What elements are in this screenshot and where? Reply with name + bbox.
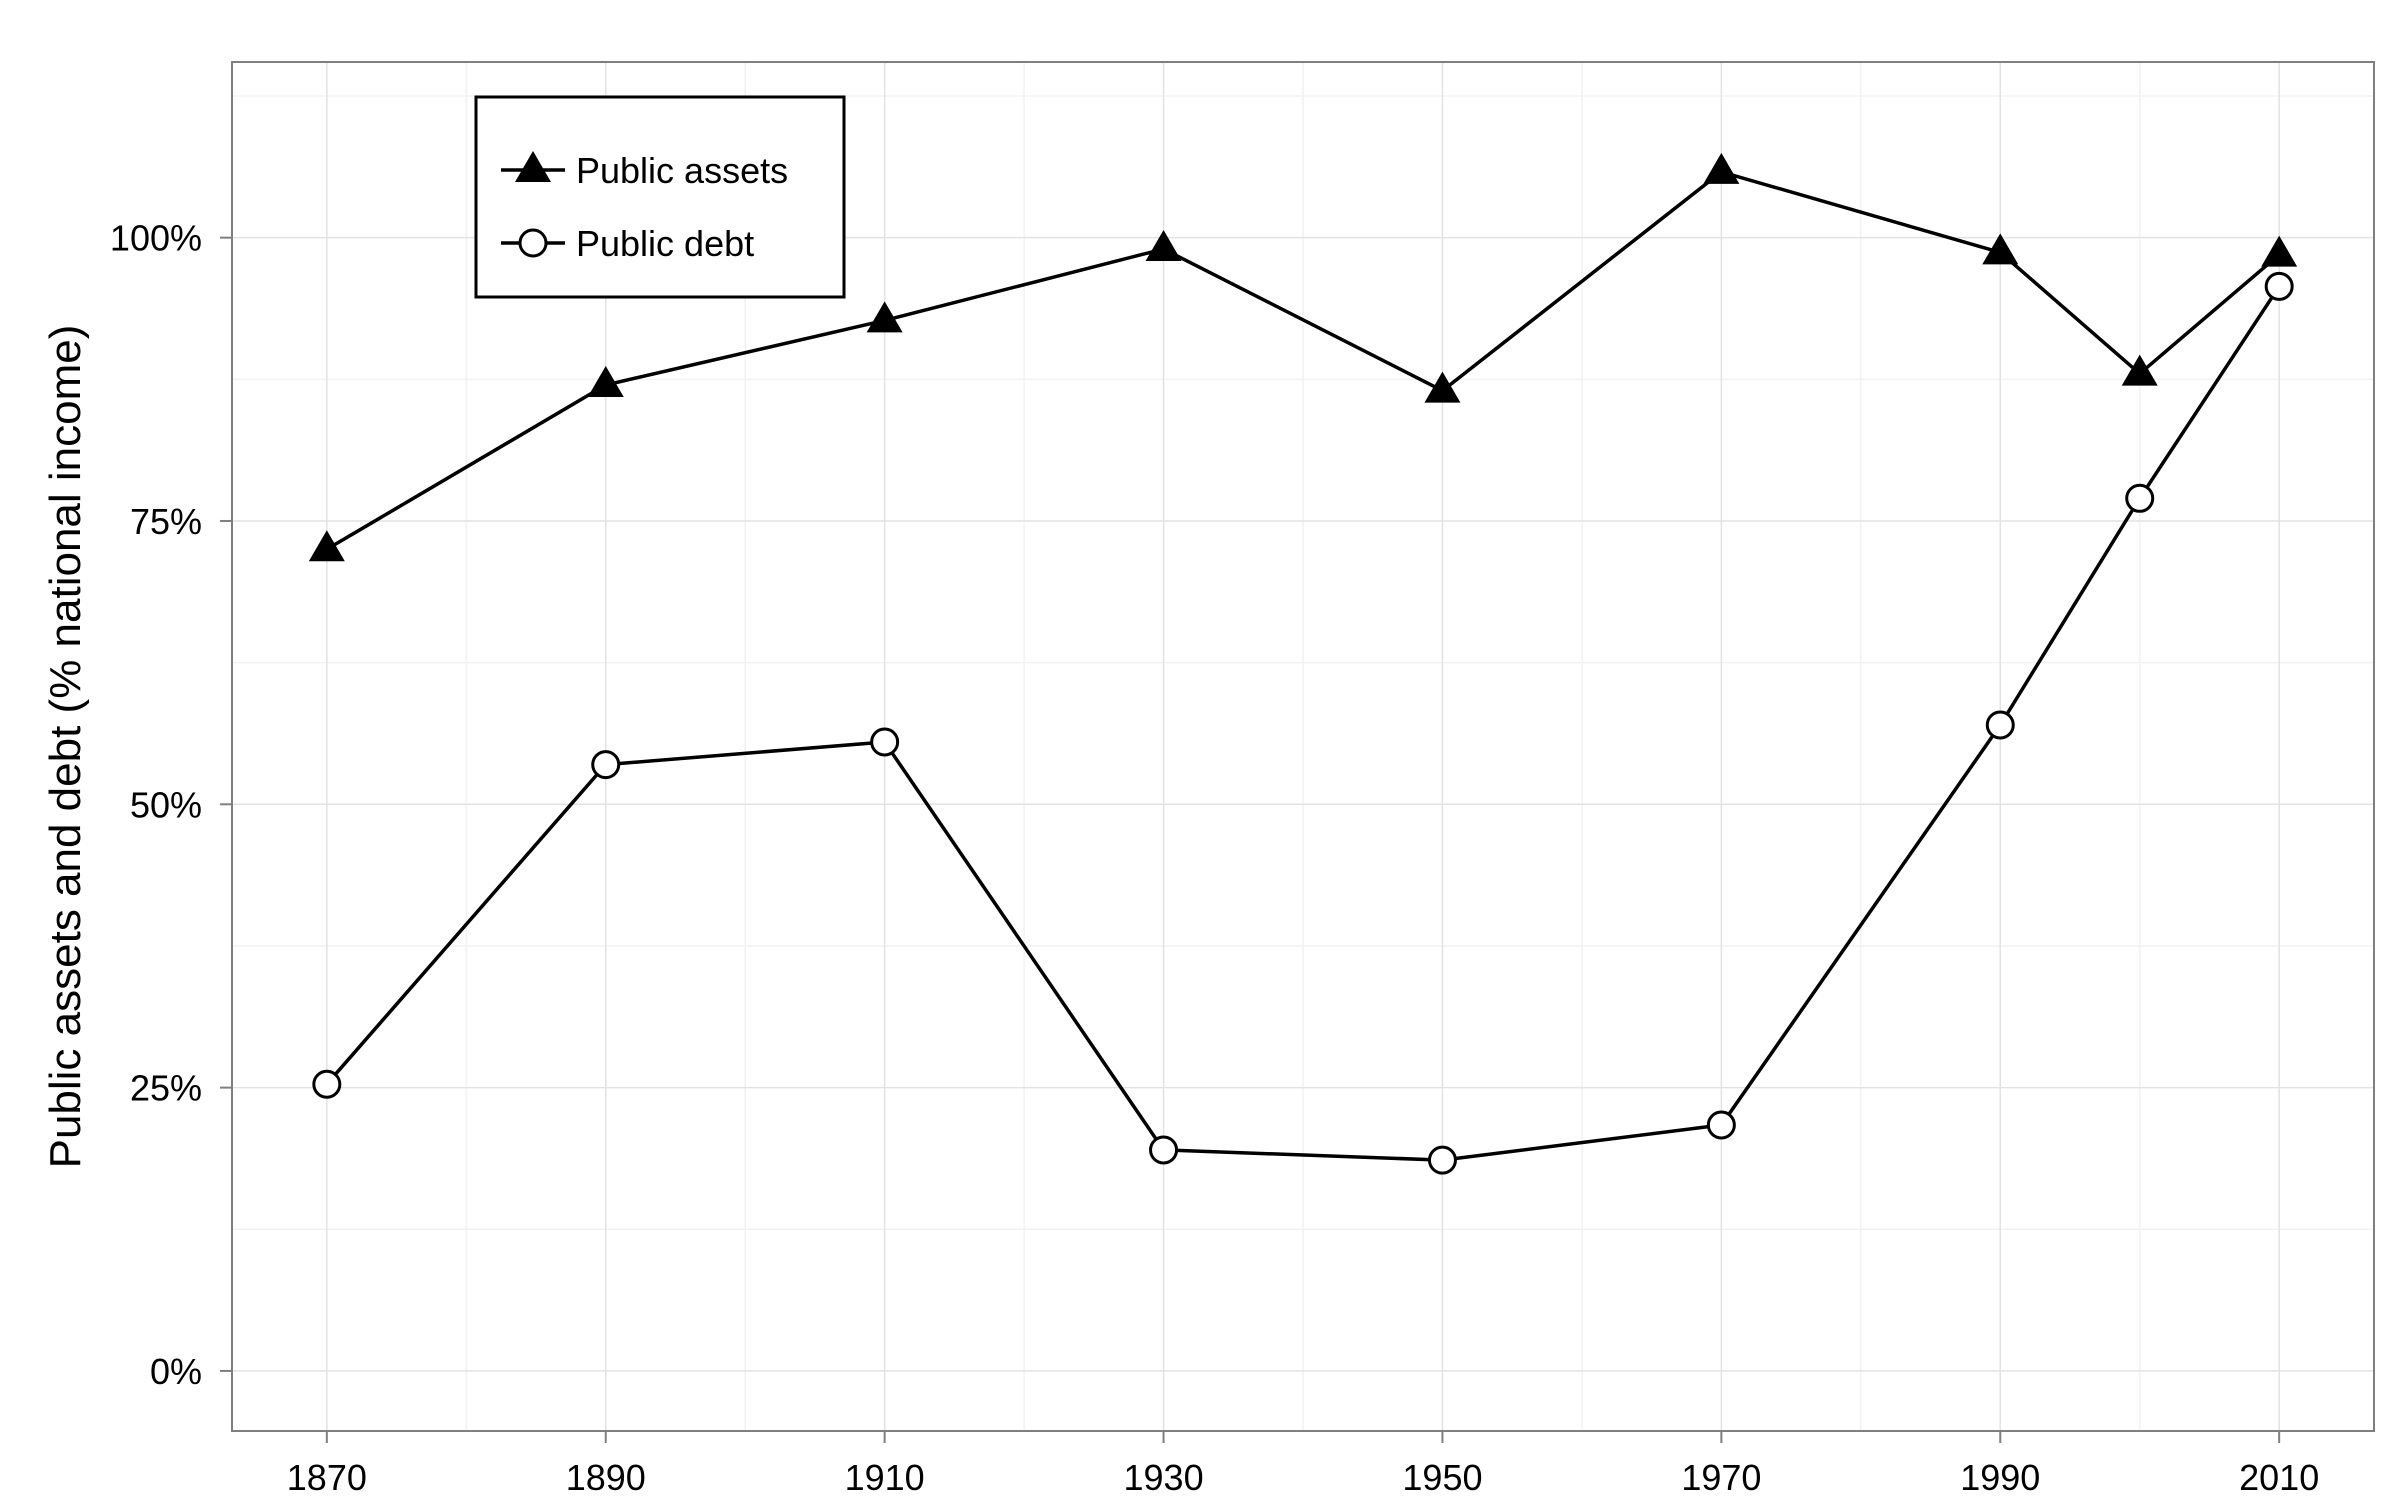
data-point-triangle [1982, 233, 2019, 265]
x-tick-label: 1930 [1124, 1457, 1204, 1498]
data-point-circle [591, 750, 621, 780]
series-layer [308, 152, 2298, 1175]
data-point-circle [2125, 483, 2155, 513]
data-point-circle [312, 1069, 342, 1099]
y-axis-label: Public assets and debt (% national incom… [41, 325, 90, 1169]
legend-label: Public debt [576, 223, 754, 264]
x-tick-label: 1910 [845, 1457, 925, 1498]
data-point-triangle [866, 301, 903, 333]
x-tick-label: 1970 [1681, 1457, 1761, 1498]
data-point-circle [1706, 1110, 1736, 1140]
data-point-triangle [2121, 354, 2158, 386]
legend: Public assets Public debt [474, 95, 846, 299]
data-point-triangle [587, 365, 624, 397]
y-tick-label: 75% [130, 501, 202, 542]
data-point-circle [2264, 271, 2294, 301]
data-point-triangle [308, 530, 345, 562]
data-point-triangle [1424, 371, 1461, 403]
series-public-debt [312, 271, 2294, 1175]
major-grid [232, 62, 2374, 1431]
plot-panel-border [231, 61, 2375, 1432]
legend-key-circle [518, 228, 548, 258]
data-point-circle [870, 727, 900, 757]
x-tick-label: 1990 [1960, 1457, 2040, 1498]
y-tick-label: 0% [150, 1351, 202, 1392]
legend-box [474, 95, 846, 299]
legend-label: Public assets [576, 150, 788, 191]
y-tick-label: 100% [110, 218, 202, 259]
data-point-triangle [1703, 152, 1740, 184]
series-public-assets [308, 152, 2298, 562]
x-tick-label: 1890 [566, 1457, 646, 1498]
y-tick-label: 50% [130, 784, 202, 825]
data-point-circle [1149, 1135, 1179, 1165]
y-tick-label: 25% [130, 1068, 202, 1109]
data-point-circle [1427, 1145, 1457, 1175]
data-point-triangle [1145, 229, 1182, 261]
data-point-circle [1985, 710, 2015, 740]
x-tick-label: 1870 [287, 1457, 367, 1498]
x-tick-label: 1950 [1402, 1457, 1482, 1498]
data-point-triangle [2261, 235, 2298, 267]
axes: 1870 1890 1910 1930 1950 1970 1990 2010 0% 25% 50%… [110, 218, 2319, 1498]
legend-key-triangle [515, 151, 551, 182]
x-tick-label: 2010 [2239, 1457, 2319, 1498]
